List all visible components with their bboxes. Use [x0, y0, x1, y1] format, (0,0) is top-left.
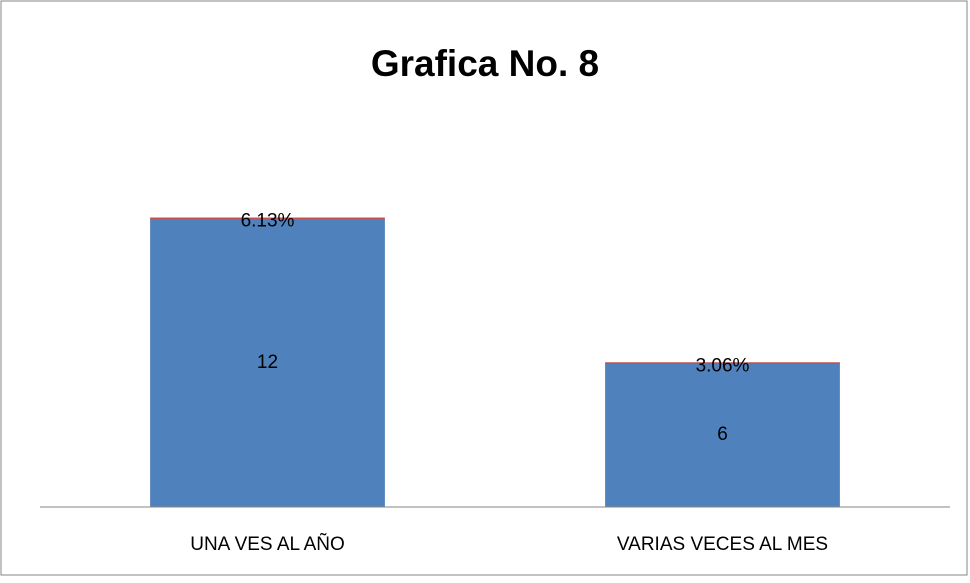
data-label: 3.06%	[696, 355, 750, 376]
bar-segment	[150, 219, 385, 507]
data-label: 6	[717, 424, 728, 445]
bar-segment	[605, 362, 840, 364]
data-label: 12	[257, 352, 278, 373]
chart-title: Grafica No. 8	[371, 43, 599, 84]
data-label: 6.13%	[241, 211, 295, 232]
x-tick-label: UNA VES AL AÑO	[190, 533, 345, 555]
bar-segment	[605, 363, 840, 507]
x-tick-label: VARIAS VECES AL MES	[617, 534, 828, 555]
bar-segment	[150, 217, 385, 220]
